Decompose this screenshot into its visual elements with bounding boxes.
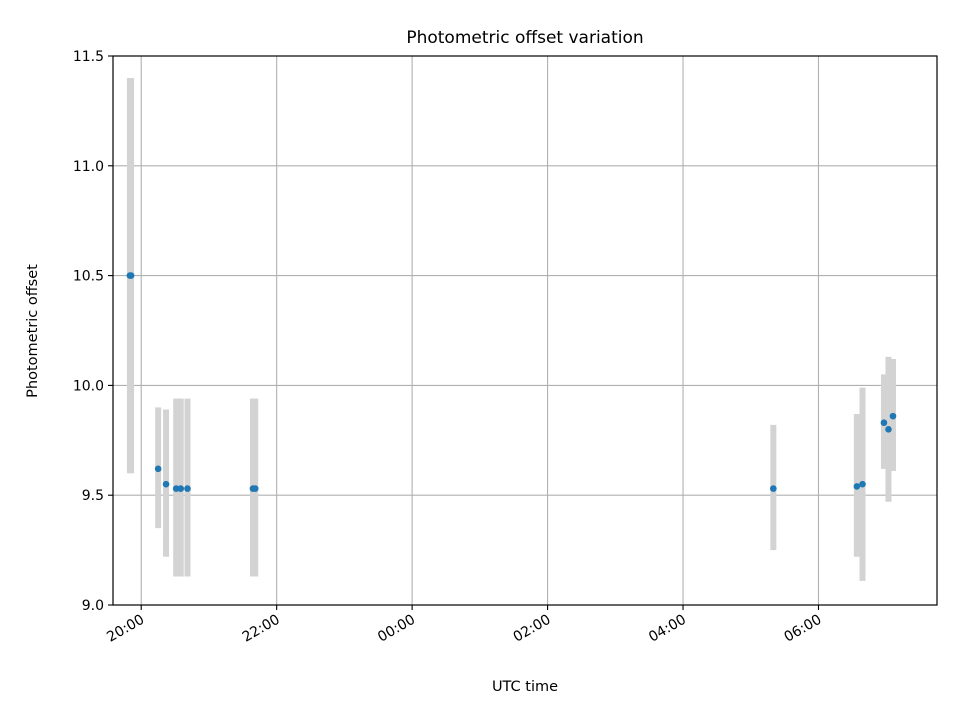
data-point — [172, 485, 180, 492]
data-point — [127, 272, 135, 279]
plot-frame — [112, 55, 938, 606]
x-axis-label: UTC time — [492, 679, 558, 695]
data-point — [889, 412, 897, 420]
y-tick-label: 10.0 — [73, 378, 104, 394]
data-point — [184, 485, 191, 492]
data-point — [853, 483, 861, 490]
data-point — [880, 419, 888, 427]
data-points — [126, 272, 897, 492]
data-point — [162, 480, 170, 488]
y-tick-label: 11.0 — [73, 159, 104, 175]
data-point — [177, 485, 185, 492]
y-axis-label: Photometric offset — [25, 264, 41, 398]
y-tick-label: 9.0 — [82, 598, 104, 614]
data-point — [885, 426, 892, 433]
data-point — [859, 480, 866, 488]
y-tick-label: 10.5 — [73, 269, 104, 285]
grid — [113, 55, 937, 606]
data-point — [154, 465, 162, 473]
data-point — [251, 485, 259, 492]
y-axis: 9.0 9.5 10.0 10.5 11.0 11.5 — [73, 49, 113, 614]
data-point — [770, 485, 777, 492]
y-tick-label: 9.5 — [82, 488, 104, 504]
chart-title: Photometric offset variation — [406, 28, 643, 48]
y-tick-label: 11.5 — [73, 49, 104, 65]
